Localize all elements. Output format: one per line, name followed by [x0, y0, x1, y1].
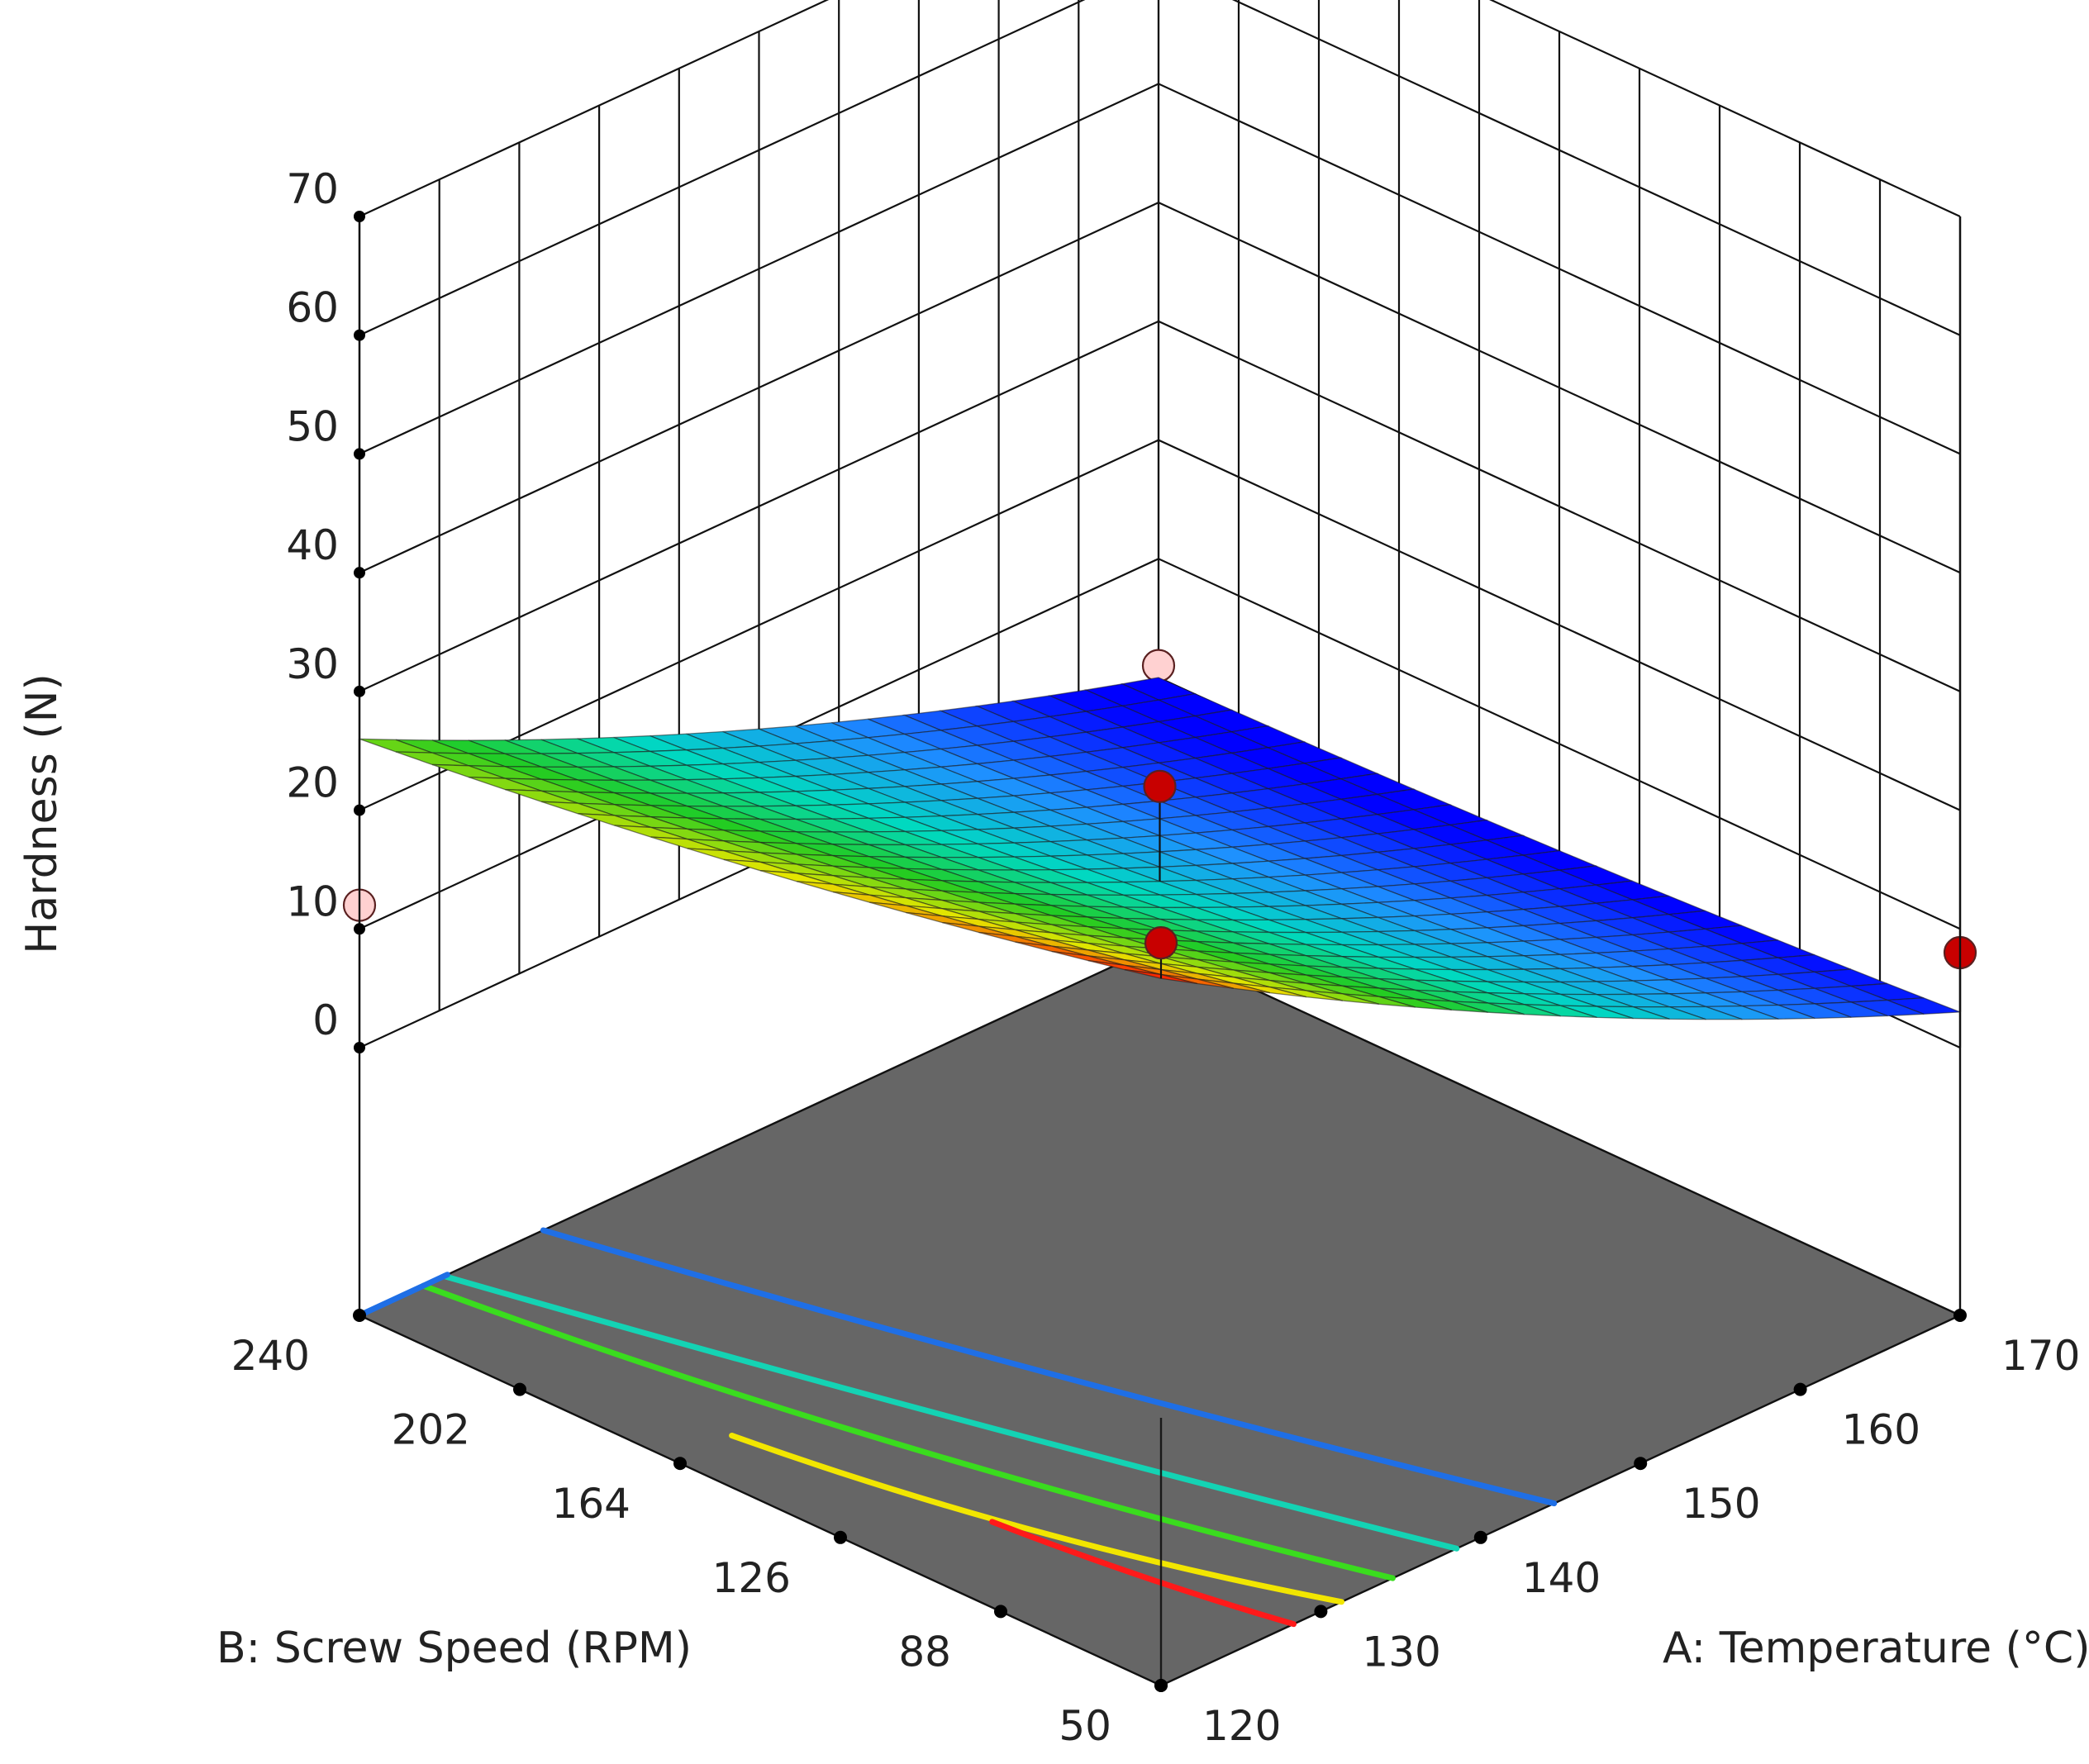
- x-tick-dot: [1154, 1679, 1168, 1692]
- y-tick-dot: [834, 1530, 847, 1544]
- x-tick-label: 120: [1202, 1702, 1281, 1750]
- y-tick-dot: [513, 1382, 526, 1396]
- z-axis-title: Hardness (N): [17, 673, 67, 954]
- y-tick-label: 50: [1059, 1702, 1111, 1750]
- contour-cyan: [441, 1273, 1460, 1552]
- floor-polygon: [357, 944, 1963, 1687]
- x-tick-dot: [1634, 1457, 1648, 1471]
- z-tick-label: 70: [286, 165, 339, 213]
- x-tick-dot: [1793, 1382, 1807, 1396]
- x-tick-label: 160: [1842, 1406, 1920, 1454]
- z-tick-label: 50: [286, 402, 339, 450]
- wall-hline-60: [359, 0, 1961, 336]
- floor-plane: [357, 944, 1963, 1687]
- z-tick-label: 30: [286, 640, 339, 688]
- y-tick-label: 202: [392, 1406, 470, 1454]
- wall-hline-50: [359, 83, 1961, 455]
- x-tick-label: 140: [1522, 1554, 1601, 1602]
- y-tick-dot: [353, 1309, 366, 1322]
- x-tick-dot: [1953, 1309, 1967, 1322]
- y-tick-label: 164: [552, 1480, 631, 1528]
- wall-hline-20: [359, 439, 1961, 811]
- z-tick-label: 10: [286, 877, 339, 925]
- z-tick-dot: [354, 448, 365, 460]
- y-tick-dot: [673, 1457, 687, 1471]
- z-tick-dot: [354, 211, 365, 222]
- x-axis-title: A: Temperature (°C): [1663, 1624, 2089, 1673]
- contour-green: [420, 1282, 1396, 1581]
- z-tick-dot: [354, 804, 365, 816]
- wall-hline-40: [359, 201, 1961, 574]
- z-tick-label: 40: [286, 521, 339, 569]
- axis-ticks: 0 10 20 30 40 50 60 70 50 88 126 164 202 240 120 130 140…: [231, 165, 2081, 1750]
- y-tick-label: 88: [898, 1628, 951, 1676]
- contour-blue-dark: [540, 1227, 1558, 1507]
- box-edges: [358, 216, 1962, 1686]
- z-tick-dot: [354, 1042, 365, 1053]
- wall-hline-70: [359, 0, 1961, 217]
- z-tick-dot: [354, 923, 365, 935]
- contour-blue-corner: [359, 1272, 450, 1317]
- x-tick-dot: [1314, 1605, 1328, 1619]
- design-point-above: [1143, 769, 1177, 803]
- x-tick-label: 150: [1682, 1480, 1760, 1528]
- contour-red: [989, 1519, 1297, 1628]
- z-tick-label: 20: [286, 759, 339, 807]
- design-point-below: [1141, 649, 1176, 682]
- x-tick-label: 130: [1362, 1628, 1440, 1676]
- z-tick-dot: [354, 567, 365, 579]
- y-tick-label: 240: [231, 1332, 310, 1380]
- y-axis-title: B: Screw Speed (RPM): [217, 1624, 692, 1673]
- y-tick-dot: [994, 1605, 1007, 1619]
- wall-hline-30: [359, 320, 1961, 692]
- design-point-above: [1144, 926, 1178, 960]
- x-tick-label: 170: [2001, 1332, 2080, 1380]
- y-tick-label: 126: [712, 1554, 791, 1602]
- contour-lines: [359, 1227, 1558, 1628]
- response-surface: [359, 677, 1961, 1020]
- z-tick-label: 60: [286, 284, 339, 332]
- z-tick-dot: [354, 329, 365, 341]
- z-tick-label: 0: [312, 996, 339, 1044]
- z-tick-dot: [354, 685, 365, 697]
- x-tick-dot: [1473, 1530, 1487, 1544]
- contour-yellow: [729, 1432, 1345, 1605]
